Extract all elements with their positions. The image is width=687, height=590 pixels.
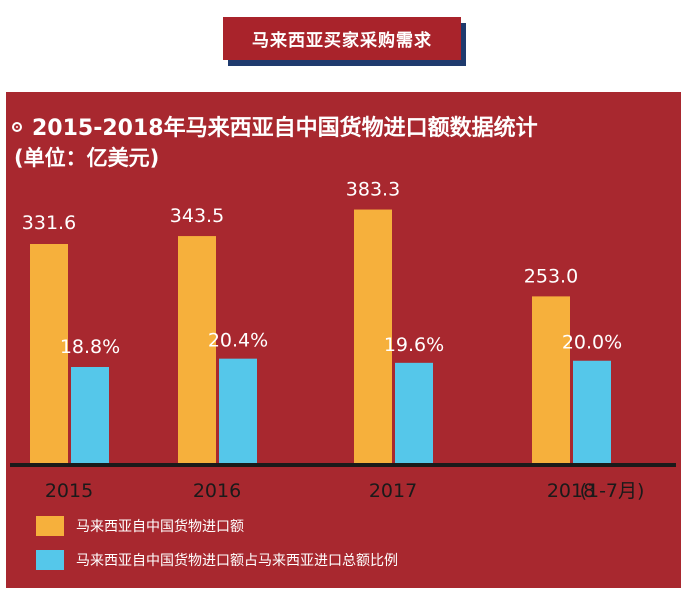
bar-2015-s1 xyxy=(71,367,109,465)
target-icon xyxy=(12,122,22,132)
legend-swatch-share xyxy=(36,550,64,570)
chart-unit: (单位：亿美元) xyxy=(14,146,160,170)
bar-2017-s1 xyxy=(395,362,433,465)
data-label-2018-s0: 253.0 xyxy=(524,265,578,287)
data-label-2016-s1: 20.4% xyxy=(208,330,268,352)
bar-2018-s0 xyxy=(532,296,570,465)
legend-label-share: 马来西亚自中国货物进口额占马来西亚进口总额比例 xyxy=(76,553,398,569)
bar-2015-s0 xyxy=(30,244,68,465)
data-label-2018-s1: 20.0% xyxy=(562,332,622,354)
data-label-2017-s1: 19.6% xyxy=(384,334,444,356)
data-label-2015-s0: 331.6 xyxy=(22,212,76,234)
legend-item-share: 马来西亚自中国货物进口额占马来西亚进口总额比例 xyxy=(36,550,398,570)
data-label-2016-s0: 343.5 xyxy=(170,205,224,227)
bar-2016-s1 xyxy=(219,358,257,465)
x-tick-label-2017: 2017 xyxy=(369,480,417,502)
bar-2018-s1 xyxy=(573,360,611,465)
legend-swatch-import xyxy=(36,516,64,536)
data-label-2017-s0: 383.3 xyxy=(346,179,400,201)
chart-title: 2015-2018年马来西亚自中国货物进口额数据统计 xyxy=(32,116,538,141)
bar-2016-s0 xyxy=(178,236,216,465)
x-tick-label-2016: 2016 xyxy=(193,480,241,502)
data-label-2015-s1: 18.8% xyxy=(60,336,120,358)
x-tick-label-2015: 2015 xyxy=(45,480,93,502)
legend-item-import: 马来西亚自中国货物进口额 xyxy=(36,516,244,536)
legend-label-import: 马来西亚自中国货物进口额 xyxy=(76,519,244,535)
x-tick-label-2018: 2018 xyxy=(547,480,595,502)
page-banner: 马来西亚买家采购需求 xyxy=(223,17,461,60)
x-tick-note: (1-7月) xyxy=(580,480,645,502)
bar-2017-s0 xyxy=(354,209,392,465)
